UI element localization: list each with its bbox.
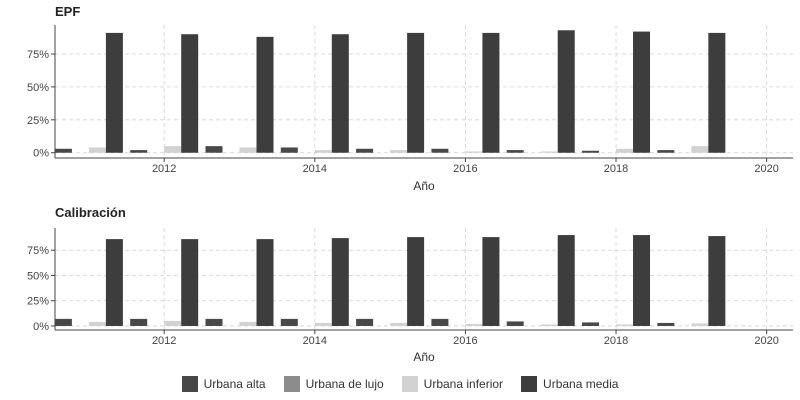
bar-urbana-inferior-2013 <box>239 147 257 153</box>
x-axis-title: Año <box>413 350 435 364</box>
panel-epf: EPF 0% 25% 50% 75% 2012 2014 2016 2018 2020 Año <box>27 4 793 193</box>
x-tick-label: 2016 <box>453 163 477 175</box>
x-tick-label: 2012 <box>152 335 176 347</box>
legend-key-urbana-media <box>521 376 538 392</box>
bar-urbana-alta-2012 <box>130 150 148 153</box>
bar-urbana-inferior-2018 <box>616 324 634 326</box>
bar-urbana-inferior-2017 <box>540 324 558 326</box>
bar-urbana-inferior-2014 <box>314 322 332 326</box>
bar-urbana-inferior-2012 <box>164 146 182 153</box>
bar-urbana-media-2014 <box>331 238 349 326</box>
panel-calibracion: Calibración 0% 25% 50% 75% 2012 2014 2016 2018 20… <box>27 205 793 364</box>
bar-urbana-alta-2013 <box>205 146 223 153</box>
y-tick-label: 25% <box>27 115 49 127</box>
bar-urbana-alta-2017 <box>506 321 524 326</box>
bar-urbana-inferior-2018 <box>616 148 634 153</box>
y-tick-label: 0% <box>33 148 49 160</box>
bar-urbana-inferior-2019 <box>691 146 709 153</box>
bar-urbana-media-2019 <box>708 236 726 326</box>
legend-label-urbana-media: Urbana media <box>543 377 619 391</box>
bar-urbana-alta-2016 <box>431 148 449 153</box>
bar-urbana-alta-2017 <box>506 150 524 153</box>
y-tick-label: 50% <box>27 82 49 94</box>
bar-urbana-inferior-2016 <box>465 323 483 326</box>
bar-urbana-alta-2012 <box>130 318 148 326</box>
panel-title: Calibración <box>55 205 126 220</box>
y-tick-label: 0% <box>33 321 49 333</box>
bar-urbana-media-2012 <box>181 34 199 153</box>
y-tick-label: 75% <box>27 49 49 61</box>
bar-urbana-media-2012 <box>181 239 199 326</box>
bar-urbana-alta-2018 <box>582 150 600 153</box>
legend-item-urbana-inferior: Urbana inferior <box>401 376 504 392</box>
bar-urbana-inferior-2015 <box>390 322 408 326</box>
x-tick-label: 2018 <box>604 163 628 175</box>
bar-urbana-inferior-2013 <box>239 321 257 326</box>
bar-urbana-alta-2011 <box>54 148 72 153</box>
bar-urbana-media-2016 <box>482 237 500 326</box>
bar-urbana-media-2017 <box>557 30 575 153</box>
legend-label-urbana-inferior: Urbana inferior <box>423 377 504 391</box>
bar-urbana-inferior-2014 <box>314 150 332 153</box>
x-tick-label: 2014 <box>303 163 327 175</box>
bar-urbana-inferior-2016 <box>465 151 483 153</box>
x-axis-title: Año <box>413 179 435 193</box>
x-tick-label: 2012 <box>152 163 176 175</box>
bar-urbana-inferior-2012 <box>164 320 182 326</box>
bar-urbana-inferior-2015 <box>390 150 408 153</box>
bar-urbana-media-2017 <box>557 235 575 326</box>
bar-urbana-media-2018 <box>633 31 651 153</box>
bar-urbana-inferior-2019 <box>691 323 709 326</box>
legend-key-urbana-alta <box>181 376 198 392</box>
bar-urbana-alta-2015 <box>356 318 374 326</box>
legend: Urbana alta Urbana de lujo Urbana inferi… <box>0 372 800 396</box>
bar-urbana-media-2016 <box>482 32 500 153</box>
bar-urbana-media-2014 <box>331 34 349 153</box>
legend-item-urbana-alta: Urbana alta <box>181 376 266 392</box>
y-tick-label: 25% <box>27 296 49 308</box>
bar-urbana-alta-2014 <box>280 318 298 326</box>
bar-urbana-media-2015 <box>407 32 425 153</box>
bar-urbana-media-2013 <box>256 239 274 326</box>
x-tick-label: 2014 <box>303 335 327 347</box>
bar-urbana-media-2011 <box>105 239 123 326</box>
bar-urbana-media-2013 <box>256 36 274 153</box>
bar-urbana-inferior-2011 <box>88 321 106 326</box>
bar-urbana-inferior-2017 <box>540 151 558 153</box>
x-tick-label: 2018 <box>604 335 628 347</box>
legend-key-urbana-inferior <box>401 376 418 392</box>
x-tick-label: 2020 <box>754 163 778 175</box>
y-tick-label: 75% <box>27 245 49 257</box>
bar-urbana-alta-2019 <box>657 150 675 153</box>
bar-urbana-alta-2019 <box>657 322 675 326</box>
bar-urbana-alta-2015 <box>356 148 374 153</box>
bar-urbana-alta-2013 <box>205 318 223 326</box>
legend-label-urbana-alta: Urbana alta <box>203 377 266 391</box>
x-tick-label: 2016 <box>453 335 477 347</box>
bar-urbana-media-2015 <box>407 237 425 326</box>
legend-item-urbana-media: Urbana media <box>521 376 618 392</box>
bar-urbana-alta-2016 <box>431 318 449 326</box>
y-tick-label: 50% <box>27 270 49 282</box>
bar-urbana-alta-2011 <box>54 318 72 326</box>
legend-key-urbana-de-lujo <box>283 376 300 392</box>
panel-title: EPF <box>55 4 80 19</box>
bar-urbana-alta-2014 <box>280 147 298 153</box>
legend-item-urbana-de-lujo: Urbana de lujo <box>283 376 384 392</box>
bar-urbana-inferior-2011 <box>88 147 106 153</box>
bar-urbana-alta-2018 <box>582 322 600 326</box>
bar-urbana-media-2019 <box>708 32 726 153</box>
legend-label-urbana-de-lujo: Urbana de lujo <box>305 377 384 391</box>
x-tick-label: 2020 <box>754 335 778 347</box>
bar-urbana-media-2018 <box>633 235 651 326</box>
bar-urbana-media-2011 <box>105 32 123 153</box>
